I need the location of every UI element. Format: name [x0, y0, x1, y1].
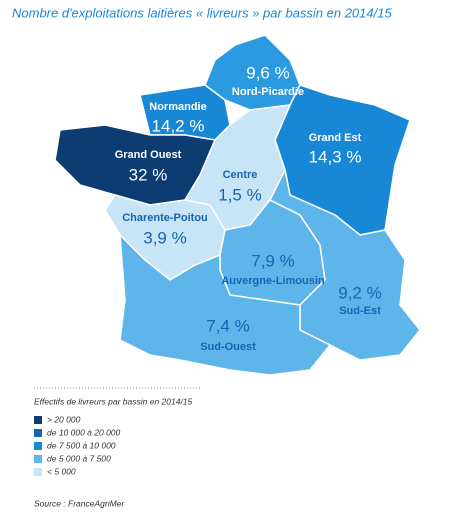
region	[268, 167, 421, 361]
legend-label: de 10 000 à 20 000	[47, 427, 121, 437]
legend-swatch	[34, 468, 42, 476]
region-name: Grand Est	[309, 132, 362, 144]
region-value: 14,3 %	[309, 147, 362, 166]
region-value: 1,5 %	[218, 185, 261, 204]
region-value: 32 %	[129, 165, 168, 184]
legend-label: > 20 000	[47, 414, 81, 424]
region-name: Charente-Poitou	[122, 212, 208, 224]
region-name: Grand Ouest	[115, 149, 182, 161]
region-value: 7,9 %	[251, 251, 294, 270]
legend-title: Effectifs de livreurs par bassin en 2014…	[34, 396, 193, 406]
legend-label: < 5 000	[47, 466, 76, 476]
region-name: Sud-Ouest	[200, 341, 256, 353]
legend-swatch	[34, 416, 42, 424]
region-value: 7,4 %	[206, 316, 249, 335]
region-name: Normandie	[149, 101, 206, 113]
legend-swatch	[34, 455, 42, 463]
region-name: Auvergne-Limousin	[221, 275, 325, 287]
legend-label: de 7 500 à 10 000	[47, 440, 116, 450]
legend-label: de 5 000 à 7 500	[47, 453, 111, 463]
region-name: Nord-Picardie	[232, 86, 304, 98]
region-name: Sud-Est	[339, 305, 381, 317]
region-value: 9,6 %	[246, 63, 289, 82]
legend-swatch	[34, 442, 42, 450]
region-value: 9,2 %	[338, 283, 381, 302]
region-value: 3,9 %	[143, 228, 186, 247]
source: Source : FranceAgriMer	[34, 498, 125, 508]
region-value: 14,2 %	[152, 116, 205, 135]
legend-swatch	[34, 429, 42, 437]
region	[119, 233, 332, 376]
region-name: Centre	[223, 169, 258, 181]
map-title: Nombre d'exploitations laitières « livre…	[12, 5, 392, 20]
